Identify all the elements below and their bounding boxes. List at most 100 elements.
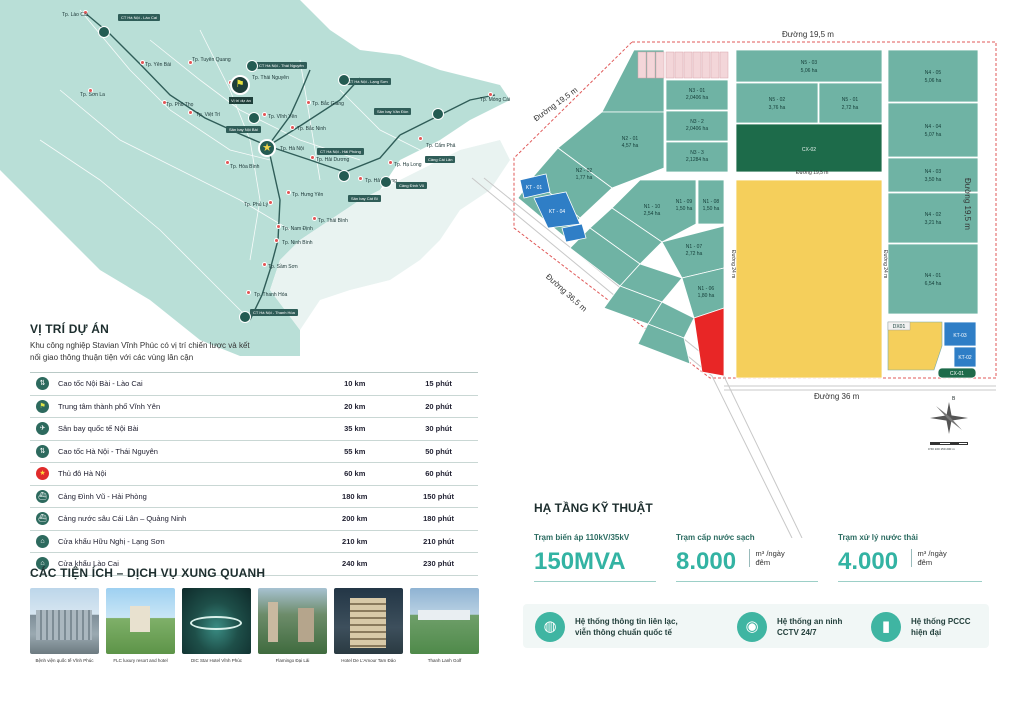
map-dot [262, 262, 267, 267]
amenity-card[interactable]: Bệnh viện quốc tế Vĩnh Phúc [30, 588, 99, 663]
divider [676, 581, 818, 582]
map-province-label: Tp. Tuyên Quang [192, 57, 231, 63]
map-dot [274, 238, 279, 243]
amenity-caption: Flamingo Đại Lải [275, 658, 310, 663]
divider [534, 581, 656, 582]
amenity-card[interactable]: FLC luxury resort and hotel [106, 588, 175, 663]
map-dot [310, 155, 315, 160]
map-province-label: Tp. Thái Nguyên [252, 75, 289, 81]
location-title: VỊ TRÍ DỰ ÁN [30, 322, 110, 336]
plot-area: 2,0406 ha [686, 126, 708, 132]
scale-label: 0 50 100 150 200 m [928, 447, 955, 451]
amenity-card[interactable]: Thanh Lanh Golf [410, 588, 479, 663]
border-gate-icon: ⌂ [36, 557, 49, 571]
hanoi-star-icon: ★ [258, 139, 276, 157]
border-gate-icon: ⌂ [36, 534, 49, 548]
location-name: Cửa khẩu Lào Cai [58, 559, 119, 569]
table-row: ✈ Sân bay quốc tế Nội Bài 35 km 30 phút [30, 418, 478, 441]
map-province-label: Tp. Phú Thọ [166, 102, 194, 108]
road-label-top: Đường 19,5 m [782, 30, 834, 39]
ship-icon: ⛴ [36, 489, 49, 503]
highway-icon: ⇅ [36, 377, 49, 391]
map-dot [83, 10, 88, 15]
road-label-middle: Đường 19,5 m [796, 170, 829, 176]
plot-area: 3,76 ha [769, 105, 786, 111]
table-row: ⚑ Trung tâm thành phố Vĩnh Yên 20 km 20 … [30, 396, 478, 418]
location-name: Cao tốc Hà Nội - Thái Nguyên [58, 446, 158, 456]
plot-label: KT - 01 [526, 185, 543, 191]
plot-area: 3,50 ha [925, 177, 942, 183]
location-distance: 210 km [342, 536, 368, 546]
location-time: 60 phút [425, 469, 452, 479]
plot-label: N1 - 07 [686, 244, 703, 250]
map-highway-icon [239, 311, 251, 323]
plot-area: 5,07 ha [925, 132, 942, 138]
map-dot [162, 100, 167, 105]
location-time: 50 phút [425, 446, 452, 456]
plot-label: KT-03 [953, 333, 967, 339]
plot-area: 5,06 ha [801, 68, 818, 74]
tam-dao-hotel-photo [334, 588, 403, 654]
compass-north-label: B [952, 396, 956, 402]
location-distance: 240 km [342, 559, 368, 569]
amenity-caption: FLC luxury resort and hotel [113, 658, 168, 663]
map-province-label: Tp. Nam Định [282, 226, 313, 232]
plot-label: N4 - 05 [925, 70, 942, 76]
plot-area: 2,72 ha [686, 251, 703, 257]
map-province-label: Tp. Lào Cai [62, 12, 88, 18]
location-distance: 200 km [342, 514, 368, 524]
scale-bar [930, 442, 968, 445]
map-province-label: Tp. Sầm Sơn [268, 264, 298, 270]
map-province-label: Tp. Yên Bái [145, 62, 172, 68]
location-distance: 10 km [344, 379, 366, 389]
map-airport-icon [432, 108, 444, 120]
hotel-photo [182, 588, 251, 654]
amenities-title: CÁC TIỆN ÍCH – DỊCH VỤ XUNG QUANH [30, 566, 266, 580]
infra-unit-line: đêm [917, 558, 933, 567]
location-distance: 20 km [344, 401, 366, 411]
plot-area: 1,50 ha [703, 206, 720, 212]
map-highway-tag: CT Hà Nội - Thái Nguyên [256, 62, 307, 69]
plot-label: CX-02 [802, 147, 816, 153]
location-name: Cửa khẩu Hữu Nghị - Lạng Sơn [58, 536, 165, 546]
plot-label: N2 - 01 [622, 136, 639, 142]
infra-unit-line: m³ /ngày [755, 549, 785, 558]
regional-map-shape [0, 0, 510, 356]
plot-area: 1,80 ha [698, 293, 715, 299]
plot-area: 2,72 ha [842, 105, 859, 111]
location-distance: 60 km [344, 469, 366, 479]
map-province-label: Tp. Ninh Bình [282, 240, 313, 246]
amenity-card[interactable]: Hotel De L'Amour Tam Đảo [334, 588, 403, 663]
plot-area: 1,77 ha [576, 175, 593, 181]
system-line: CCTV 24/7 [777, 628, 817, 637]
map-province-label: Tp. Hòa Bình [230, 164, 260, 170]
plot-label: N5 - 02 [769, 97, 786, 103]
infra-value: 8.000 [676, 548, 737, 575]
plot-label: N1 - 06 [698, 286, 715, 292]
map-dot [188, 110, 193, 115]
location-time: 20 phút [425, 401, 452, 411]
map-dot [312, 216, 317, 221]
plot-label: N1 - 10 [644, 204, 661, 210]
map-province-label: Tp. Hà Nội [280, 146, 304, 152]
globe-icon: ◍ [535, 612, 565, 642]
regional-map: Tp. Lào Cai Tp. Yên Bái Tp. Tuyên Quang … [0, 0, 520, 360]
amenity-card[interactable]: Flamingo Đại Lải [258, 588, 327, 663]
divider [838, 581, 982, 582]
map-dot [88, 88, 93, 93]
map-airport-icon [248, 112, 260, 124]
plot-label: N1 - 08 [703, 199, 720, 205]
map-highway-tag: CT Hà Nội - Hải Phòng [317, 148, 364, 155]
location-description: Khu công nghiệp Stavian Vĩnh Phúc có vị … [30, 341, 250, 362]
plot-label: KT - 04 [549, 209, 566, 215]
system-line: viễn thông chuẩn quốc tế [575, 628, 672, 637]
golf-photo [410, 588, 479, 654]
map-province-label: Tp. Thanh Hóa [254, 292, 288, 298]
plot-area: 2,1284 ha [686, 157, 708, 163]
plot-label: N2 - 02 [576, 168, 593, 174]
map-province-label: Tp. Việt Trì [196, 112, 221, 118]
system-line: Hệ thống PCCC [911, 617, 971, 626]
map-dot [290, 125, 295, 130]
airplane-icon: ✈ [36, 422, 49, 436]
amenity-card[interactable]: DIC Star Hotel Vĩnh Phúc [182, 588, 251, 663]
